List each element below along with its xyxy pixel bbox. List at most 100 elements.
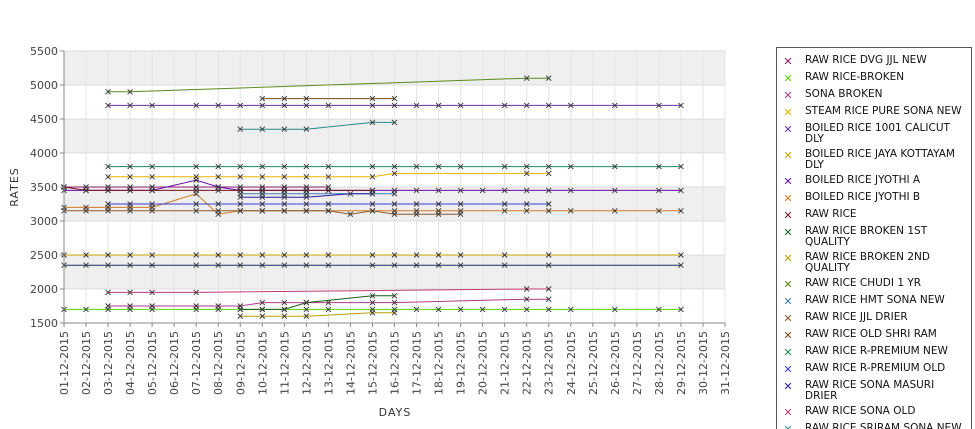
data-point [678,207,684,214]
x-tick-label: 12-12-2015 [300,331,313,395]
legend-item: ✕ RAW RICE BROKEN 1ST QUALITY [777,226,971,248]
data-point [435,306,442,313]
data-point [457,201,464,207]
data-point [457,262,464,269]
data-point [678,163,684,170]
data-point [678,187,684,194]
data-point [523,102,530,109]
data-point [303,194,310,201]
data-point [656,207,662,214]
x-tick-label: 25-12-2015 [587,331,600,395]
x-tick-label: 07-12-2015 [190,331,203,395]
legend-marker-icon: ✕ [783,346,793,359]
series-line [240,312,395,317]
data-point [369,102,376,109]
series-19 [237,119,398,133]
x-tick-label: 11-12-2015 [278,331,291,395]
data-point [237,194,244,201]
data-point [523,286,530,292]
legend-label: RAW RICE SONA OLD [805,405,916,417]
legend-marker-icon: ✕ [783,295,793,308]
data-point [435,252,442,258]
data-point [105,262,111,269]
legend-label: BOILED RICE JYOTHI B [805,191,921,203]
data-point [413,187,420,194]
series-11 [105,75,552,95]
data-point [369,252,376,258]
data-point [545,102,552,109]
data-point [479,306,486,313]
x-tick-label: 13-12-2015 [322,331,335,395]
data-point [237,313,244,320]
data-point [523,187,530,194]
data-point [259,207,266,214]
data-point [501,102,508,109]
legend-item: ✕ RAW RICE CHUDI 1 YR [777,278,971,292]
data-point [545,286,552,292]
legend-item: ✕ RAW RICE [777,208,971,223]
legend-label: SONA BROKEN [805,88,883,100]
data-point [149,173,155,180]
series-line [108,298,549,307]
series-8 [61,184,376,194]
data-point [149,289,155,296]
data-point [369,201,376,207]
data-point [413,201,420,207]
data-point [369,95,376,102]
series-3 [105,170,552,180]
data-point [545,187,552,194]
data-point [391,102,398,109]
data-point [281,252,288,258]
legend-label: RAW RICE R-PREMIUM OLD [805,362,946,374]
data-point [237,207,244,214]
legend-marker-icon: ✕ [783,380,793,393]
x-tick-label: 20-12-2015 [477,331,490,395]
data-point [303,299,310,306]
data-point [325,173,332,180]
data-point [127,289,133,296]
data-point [105,289,111,296]
data-point [457,163,464,170]
data-point [281,262,288,269]
legend-label: RAW RICE [805,208,857,220]
data-point [391,119,398,126]
data-point [612,102,618,109]
legend-item: ✕ RAW RICE SONA OLD [777,405,971,420]
data-point [391,309,398,316]
x-tick-label: 19-12-2015 [455,331,468,395]
data-point [127,102,133,109]
data-point [237,126,244,133]
data-point [149,207,155,214]
data-point [215,173,222,180]
legend-marker-icon: ✕ [783,329,793,342]
data-point [457,306,464,313]
data-point [281,95,288,102]
data-point [545,201,552,207]
data-point [237,173,244,180]
legend-marker-icon: ✕ [783,55,793,68]
data-point [149,252,155,258]
legend-item: ✕ RAW RICE DVG JJL NEW [777,55,971,69]
data-point [149,303,155,309]
legend-marker-icon: ✕ [783,252,793,265]
legend-label: RAW RICE OLD SHRI RAM [805,328,937,340]
data-point [281,163,288,170]
legend-marker-icon: ✕ [783,278,793,291]
data-point [259,173,266,180]
x-tick-label: 01-12-2015 [58,331,71,395]
data-point [193,163,200,170]
series-1 [61,306,684,313]
data-point [413,163,420,170]
data-point [237,262,244,269]
data-point [105,187,111,194]
data-point [545,75,552,82]
data-point [259,299,266,306]
data-point [391,163,398,170]
data-point [127,201,133,207]
series-13 [61,207,464,218]
data-point [105,201,111,207]
data-point [567,306,574,313]
data-point [369,299,376,306]
x-tick-label: 16-12-2015 [389,331,402,395]
data-point [457,252,464,258]
